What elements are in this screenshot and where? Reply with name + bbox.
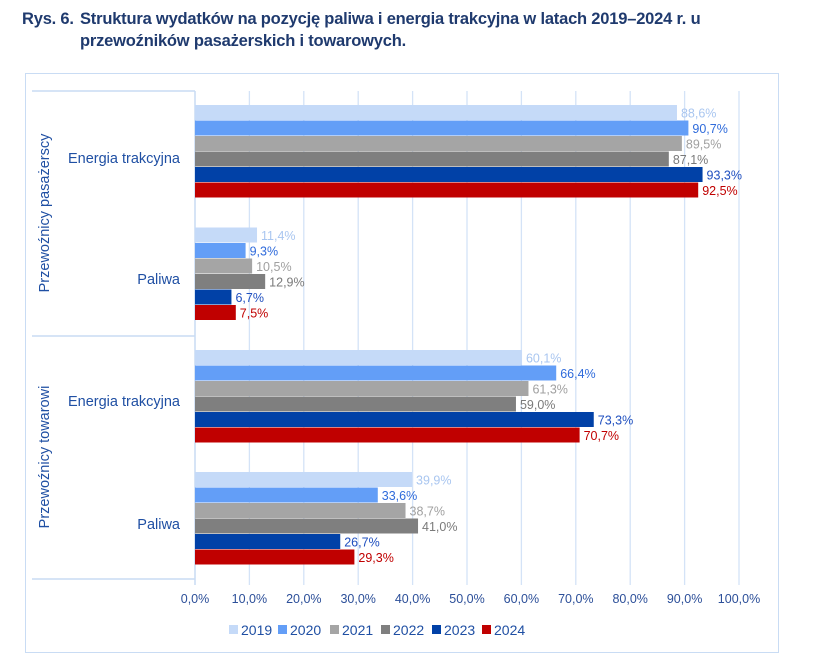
data-label-2019: 88,6%	[681, 107, 716, 121]
category-label: Paliwa	[137, 272, 181, 288]
legend-label-2023: 2023	[444, 622, 475, 638]
category-label: Paliwa	[137, 517, 181, 533]
bar-2022	[195, 274, 266, 289]
figure-title: Rys. 6. Struktura wydatków na pozycję pal…	[22, 8, 812, 52]
group-label: Przewoźnicy pasażerscy	[37, 133, 53, 292]
data-label-2024: 7,5%	[240, 307, 268, 321]
category-label: Energia trakcyjna	[68, 394, 181, 410]
group-label: Przewoźnicy towarowi	[37, 386, 53, 529]
bar-2020	[195, 120, 689, 136]
bar-2021	[195, 503, 406, 518]
x-tick-label: 40,0%	[395, 592, 430, 606]
bar-2023	[195, 289, 232, 305]
bar-2023	[195, 534, 341, 549]
legend-label-2020: 2020	[290, 622, 321, 638]
bar-2022	[195, 518, 419, 534]
legend-swatch-2020	[278, 625, 287, 634]
data-label-2019: 60,1%	[526, 352, 561, 366]
bar-2024	[195, 427, 580, 443]
legend-label-2022: 2022	[393, 622, 424, 638]
data-label-2022: 41,0%	[422, 520, 457, 534]
bar-2020	[195, 365, 557, 381]
legend-swatch-2022	[381, 625, 390, 634]
bar-2019	[195, 105, 677, 120]
data-label-2024: 29,3%	[358, 551, 393, 565]
category-label: Energia trakcyjna	[68, 151, 181, 167]
data-label-2019: 11,4%	[261, 229, 296, 243]
legend-label-2019: 2019	[241, 622, 272, 638]
x-tick-label: 60,0%	[504, 592, 539, 606]
bar-2020	[195, 487, 378, 503]
bar-2023	[195, 167, 703, 182]
data-label-2023: 6,7%	[235, 291, 264, 305]
category-labels: Energia trakcyjna Paliwa Przewoźnicy pasaż…	[37, 133, 181, 533]
legend-swatch-2023	[432, 625, 441, 634]
legend: 2019 2020 2021 2022 2023 2024	[229, 622, 525, 638]
data-labels: 88,6%90,7%89,5%87,1%93,3%92,5%11,4%9,3%1…	[235, 107, 742, 566]
data-label-2020: 9,3%	[250, 245, 278, 259]
legend-label-2024: 2024	[494, 622, 525, 638]
bars	[195, 105, 703, 565]
data-label-2023: 26,7%	[344, 536, 379, 550]
data-label-2020: 33,6%	[382, 489, 417, 503]
data-label-2022: 87,1%	[673, 153, 708, 167]
figure-title-line1: Struktura wydatków na pozycję paliwa i e…	[80, 10, 701, 28]
data-label-2023: 93,3%	[707, 169, 742, 183]
bar-2024	[195, 182, 699, 198]
x-tick-label: 0,0%	[181, 592, 210, 606]
x-tick-label: 50,0%	[449, 592, 484, 606]
bar-2020	[195, 243, 246, 258]
data-label-2021: 61,3%	[532, 383, 567, 397]
data-label-2024: 70,7%	[584, 429, 619, 443]
data-label-2021: 38,7%	[410, 505, 445, 519]
legend-label-2021: 2021	[342, 622, 373, 638]
data-label-2023: 73,3%	[598, 414, 633, 428]
data-label-2021: 10,5%	[256, 260, 291, 274]
data-label-2022: 12,9%	[269, 276, 304, 290]
bar-2019	[195, 227, 258, 243]
data-label-2021: 89,5%	[686, 138, 721, 152]
x-tick-label: 30,0%	[340, 592, 375, 606]
bar-2021	[195, 381, 529, 396]
x-tick-label: 80,0%	[612, 592, 647, 606]
data-label-2020: 66,4%	[560, 367, 595, 381]
x-tick-label: 20,0%	[286, 592, 321, 606]
x-tick-label: 70,0%	[558, 592, 593, 606]
figure-title-line2: przewoźników pasażerskich i towarowych.	[80, 32, 406, 50]
legend-swatch-2024	[482, 625, 491, 634]
data-label-2024: 92,5%	[702, 184, 737, 198]
legend-swatch-2021	[330, 625, 339, 634]
chart-frame	[25, 73, 779, 653]
x-tick-label: 10,0%	[232, 592, 267, 606]
data-label-2020: 90,7%	[692, 122, 727, 136]
data-label-2022: 59,0%	[520, 398, 555, 412]
bar-2023	[195, 412, 594, 427]
bar-2024	[195, 305, 236, 320]
x-tick-label: 100,0%	[718, 592, 760, 606]
x-axis-ticks: 0,0% 10,0% 20,0% 30,0% 40,0% 50,0% 60,0% 70,0% 8…	[181, 592, 760, 606]
data-label-2019: 39,9%	[416, 474, 451, 488]
bar-2022	[195, 396, 516, 412]
bar-2021	[195, 136, 682, 151]
figure-number: Rys. 6.	[22, 10, 74, 28]
bar-2024	[195, 549, 355, 565]
x-tick-label: 90,0%	[667, 592, 702, 606]
bar-2021	[195, 258, 253, 274]
legend-swatch-2019	[229, 625, 238, 634]
bar-2019	[195, 350, 522, 365]
bar-2019	[195, 472, 413, 487]
bar-2022	[195, 151, 669, 167]
